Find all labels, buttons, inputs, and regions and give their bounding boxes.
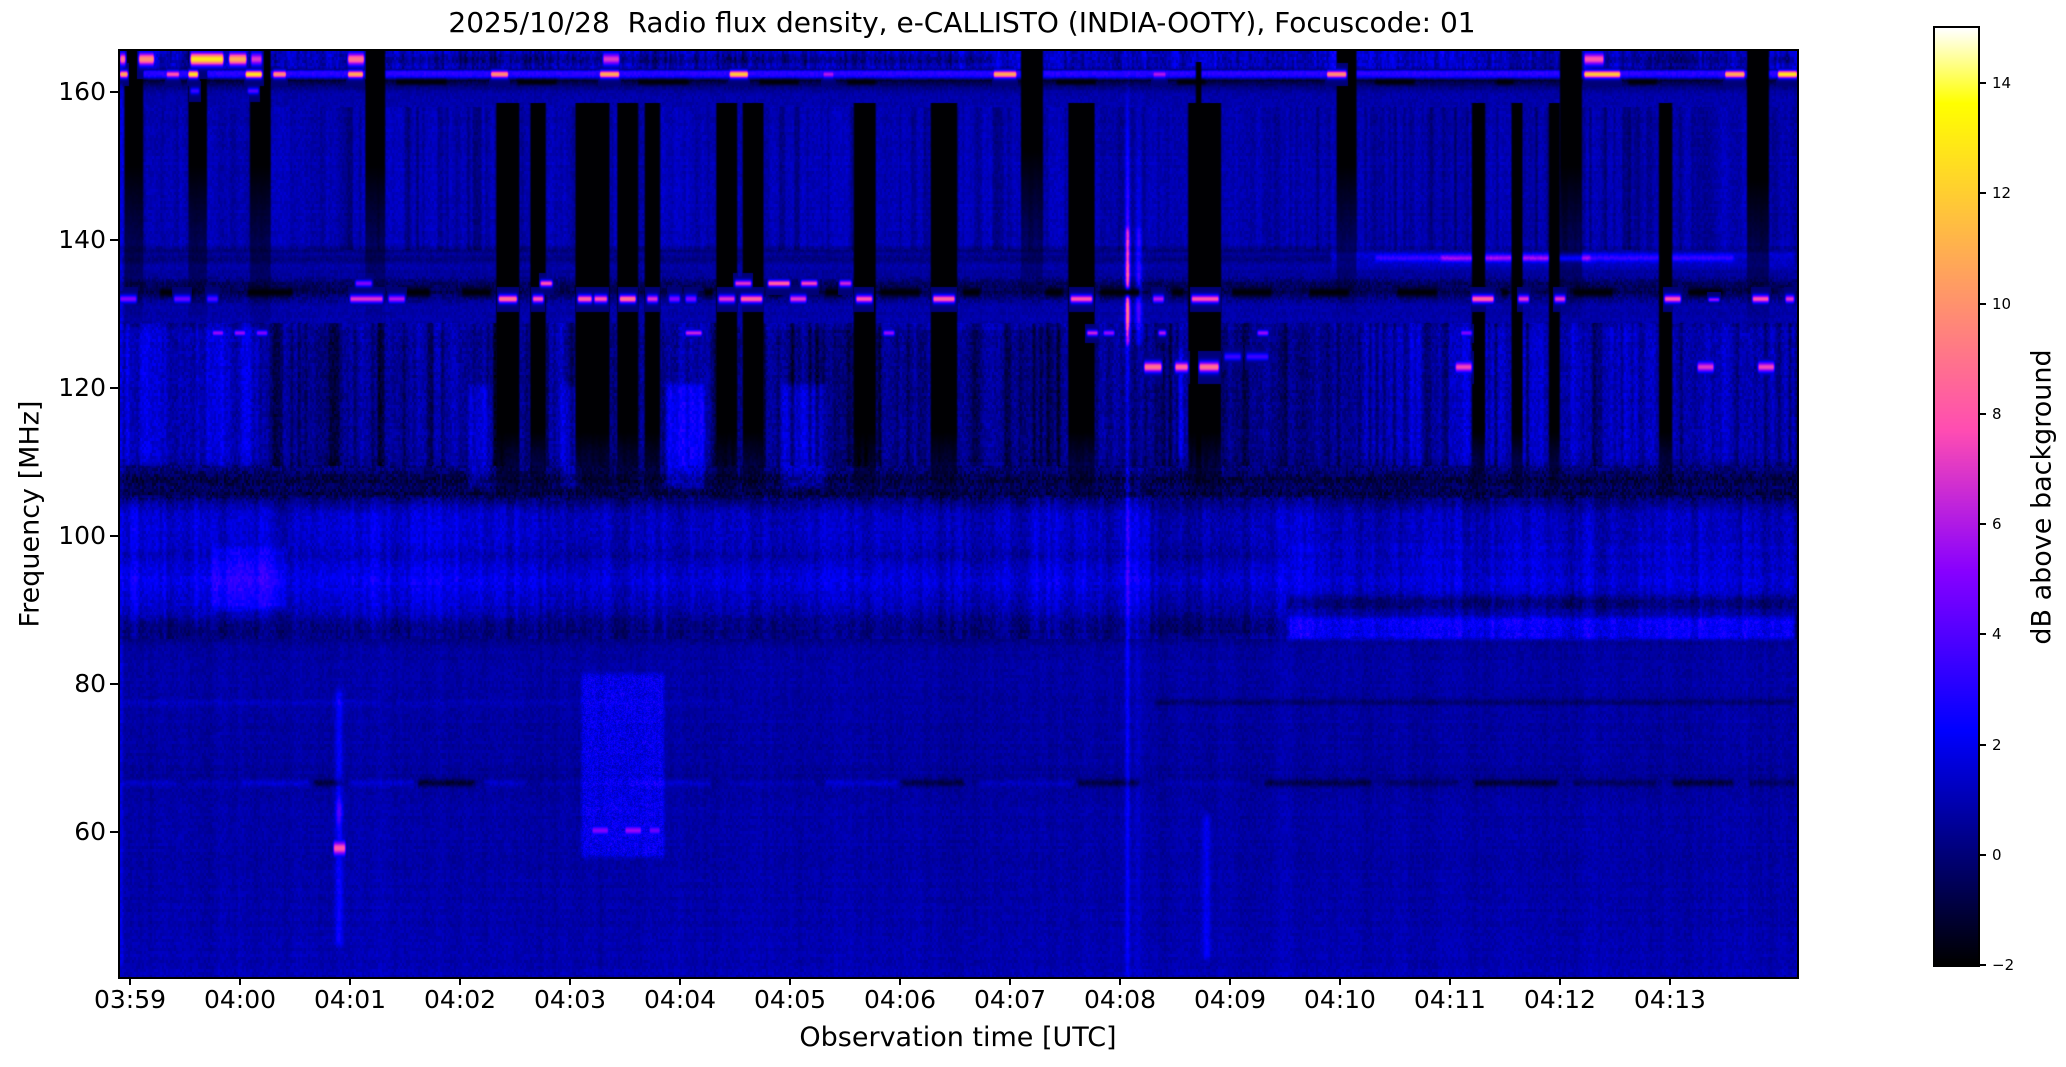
colorbar-tick-label: 6	[1992, 515, 2002, 534]
colorbar-tick-label: 10	[1992, 294, 2012, 313]
colorbar	[1933, 26, 1980, 967]
y-tick-mark	[110, 534, 118, 537]
colorbar-tick-label: 0	[1992, 845, 2002, 864]
y-tick-label: 100	[58, 520, 106, 550]
x-tick-mark	[239, 977, 241, 985]
y-tick-label: 140	[58, 224, 106, 254]
x-tick-label: 04:01	[313, 985, 387, 1014]
x-tick-label: 04:10	[1303, 985, 1376, 1014]
x-tick-label: 04:05	[753, 985, 826, 1014]
colorbar-gradient	[1935, 28, 1978, 965]
colorbar-tick-mark	[1978, 192, 1986, 195]
x-tick-mark	[1448, 977, 1451, 985]
x-tick-label: 04:12	[1523, 985, 1596, 1014]
x-tick-label: 04:09	[1193, 985, 1266, 1014]
x-tick-mark	[568, 977, 571, 985]
x-tick-mark	[349, 977, 351, 985]
x-tick-mark	[1558, 977, 1561, 985]
colorbar-tick-label: 8	[1992, 404, 2002, 423]
y-tick-label: 80	[74, 668, 106, 698]
x-tick-mark	[1668, 977, 1671, 985]
colorbar-tick-mark	[1978, 412, 1986, 415]
colorbar-tick-mark	[1978, 302, 1986, 305]
colorbar-tick-label: −2	[1992, 956, 2015, 974]
x-tick-mark	[129, 977, 131, 985]
colorbar-label: dB above background	[2026, 349, 2058, 645]
y-tick-mark	[110, 90, 118, 93]
colorbar-tick-label: 4	[1992, 625, 2002, 644]
colorbar-tick-label: 14	[1992, 74, 2012, 93]
x-tick-mark	[1118, 977, 1121, 985]
colorbar-tick-label: 12	[1992, 184, 2012, 203]
y-tick-mark	[110, 830, 118, 833]
y-tick-label: 120	[58, 372, 106, 402]
x-tick-label: 04:04	[643, 985, 716, 1014]
x-tick-label: 04:13	[1633, 985, 1706, 1014]
colorbar-tick-mark	[1978, 964, 1986, 966]
x-axis-label: Observation time [UTC]	[799, 1022, 1117, 1053]
colorbar-tick-mark	[1978, 853, 1986, 856]
spectrogram-heatmap	[120, 51, 1797, 977]
x-tick-mark	[898, 977, 901, 985]
x-tick-label: 04:08	[1083, 985, 1156, 1014]
x-tick-label: 04:00	[203, 985, 277, 1014]
colorbar-tick-mark	[1978, 743, 1986, 746]
x-tick-label: 04:06	[863, 985, 936, 1014]
x-tick-mark	[1228, 977, 1231, 985]
y-tick-mark	[110, 386, 118, 389]
colorbar-tick-mark	[1978, 633, 1986, 636]
colorbar-tick-mark	[1978, 523, 1986, 526]
x-tick-mark	[1338, 977, 1341, 985]
y-tick-label: 60	[74, 816, 106, 846]
colorbar-tick-label: 2	[1992, 735, 2002, 754]
colorbar-tick-mark	[1978, 82, 1986, 85]
x-tick-mark	[458, 977, 461, 985]
x-tick-label: 04:07	[973, 985, 1046, 1014]
plot-area	[118, 49, 1799, 979]
y-tick-mark	[110, 682, 118, 685]
x-tick-mark	[788, 977, 791, 985]
x-tick-mark	[678, 977, 681, 985]
x-tick-label: 04:02	[423, 985, 496, 1014]
x-tick-label: 04:11	[1413, 985, 1486, 1014]
plot-title: 2025/10/28 Radio flux density, e-CALLIST…	[448, 6, 1476, 39]
x-tick-mark	[1008, 977, 1011, 985]
x-tick-label: 03:59	[93, 985, 167, 1014]
y-axis-label: Frequency [MHz]	[14, 400, 46, 628]
y-tick-label: 160	[58, 76, 106, 106]
x-tick-label: 04:03	[533, 985, 606, 1014]
y-tick-mark	[110, 238, 118, 241]
